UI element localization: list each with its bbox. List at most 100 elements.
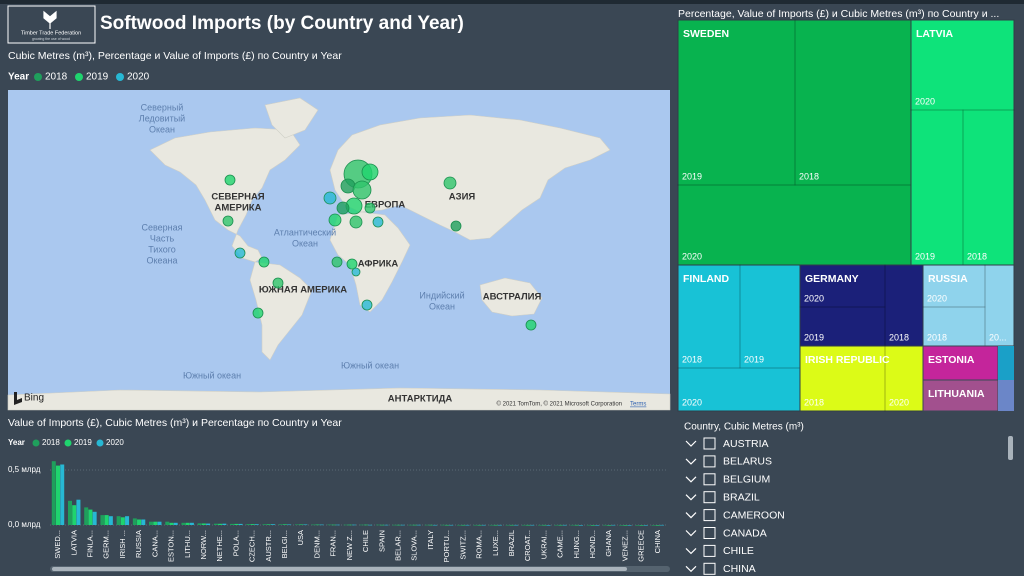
treemap-tile[interactable] (922, 379, 999, 412)
bar (262, 524, 267, 525)
bubble (331, 256, 343, 268)
bar (574, 524, 579, 526)
bar (149, 521, 154, 525)
bar (368, 524, 373, 526)
x-tick-label: GHANA (604, 530, 613, 557)
treemap-year-label: 2018 (927, 332, 947, 342)
treemap-tile[interactable] (910, 19, 1015, 266)
chevron[interactable] (685, 530, 697, 537)
chevron[interactable] (685, 458, 697, 465)
treemap-sliver (998, 346, 1014, 380)
slicer-item[interactable]: BELARUS (723, 456, 772, 468)
treemap-year-label: 2019 (744, 354, 764, 364)
checkbox[interactable] (703, 527, 716, 539)
map-labels: СеверныйЛедовитыйОкеанСЕВЕРНАЯАМЕРИКААтл… (139, 102, 542, 404)
bar (76, 499, 81, 525)
x-tick-label: LATVIA (69, 530, 78, 555)
treemap-tile[interactable] (677, 264, 801, 412)
checkbox[interactable] (703, 491, 716, 504)
checkbox[interactable] (703, 437, 716, 450)
treemap-year-label: 2020 (682, 397, 702, 407)
x-tick-label: BELAR... (394, 530, 403, 561)
bar (416, 524, 421, 526)
bar (428, 524, 433, 526)
slicer-scrollbar[interactable] (1008, 436, 1013, 460)
checkbox[interactable] (703, 473, 716, 486)
bubble (352, 180, 372, 200)
checkbox[interactable] (703, 562, 716, 575)
bar (347, 524, 352, 526)
antarctica (7, 387, 671, 411)
x-tick-label: IRISH ... (118, 530, 127, 558)
treemap-tile[interactable] (799, 345, 924, 412)
continent-label: СЕВЕРНАЯ (211, 192, 264, 203)
top-strip (0, 0, 1024, 4)
treemap-year-label: 2019 (915, 251, 935, 261)
logo-icon (43, 10, 57, 29)
chevron[interactable] (685, 494, 697, 501)
bar (266, 524, 271, 525)
bar (465, 524, 470, 526)
slicer-item[interactable]: CANADA (723, 527, 767, 539)
chevron[interactable] (685, 547, 697, 555)
bar (153, 521, 158, 525)
treemap-year-label: 2020 (889, 397, 909, 407)
greenland (264, 97, 319, 139)
bar (643, 525, 648, 526)
treemap-subtile (799, 264, 886, 308)
legend-item: 2020 (106, 438, 124, 447)
chevron[interactable] (685, 476, 697, 483)
treemap-year-label: 2018 (967, 251, 987, 261)
x-tick-label: CAME... (556, 530, 565, 558)
legend-item: 2019 (74, 438, 92, 447)
ocean-label: Тихого (148, 244, 176, 254)
bar (611, 524, 616, 526)
x-tick-label: SWED... (53, 530, 62, 559)
bubble (328, 213, 342, 227)
slicer-item[interactable]: CHILE (723, 545, 754, 557)
bar (562, 524, 567, 526)
scrollbar-thumb[interactable] (52, 567, 627, 571)
slicer-item[interactable]: CAMEROON (723, 509, 785, 521)
ocean-label: Океана (146, 255, 177, 265)
checkbox[interactable] (703, 455, 716, 468)
ocean-label: Северный (141, 102, 184, 112)
bar (88, 509, 93, 525)
bubble (450, 220, 462, 232)
checkbox[interactable] (703, 544, 716, 557)
bubble (525, 319, 537, 331)
bar (359, 524, 364, 526)
treemap-year-label: 2018 (799, 171, 819, 181)
bar (538, 524, 543, 526)
bar (521, 524, 526, 526)
south-america (249, 261, 313, 361)
slicer-item[interactable]: CHINA (723, 563, 756, 575)
bar (660, 524, 665, 526)
x-tick-label: CANA... (150, 530, 159, 557)
chevron[interactable] (685, 440, 697, 447)
slicer-item[interactable]: BRAZIL (723, 491, 760, 503)
bubble (272, 277, 284, 289)
bar (489, 524, 494, 526)
treemap-tile-label: LITHUANIA (928, 388, 985, 400)
slicer-item[interactable]: BELGIUM (723, 474, 770, 486)
treemap-tile[interactable] (922, 264, 1015, 347)
chevron[interactable] (685, 565, 697, 573)
checkbox[interactable] (703, 509, 716, 522)
treemap-year-label: 2018 (804, 397, 824, 407)
bar (514, 524, 519, 526)
x-tick-label: SPAIN (377, 530, 386, 552)
treemap-title: Percentage, Value of Imports (£) и Cubic… (678, 8, 999, 20)
logo-frame (7, 5, 96, 44)
chevron[interactable] (685, 512, 697, 519)
map-terms-link[interactable]: Terms (630, 402, 646, 408)
treemap-tile-label: RUSSIA (928, 273, 968, 285)
legend-label: Year (8, 72, 29, 83)
bubble (443, 176, 457, 190)
bar (311, 524, 316, 526)
slicer-item[interactable]: AUSTRIA (723, 438, 769, 450)
bar (213, 523, 218, 525)
x-tick-label: HUNG... (572, 530, 581, 558)
